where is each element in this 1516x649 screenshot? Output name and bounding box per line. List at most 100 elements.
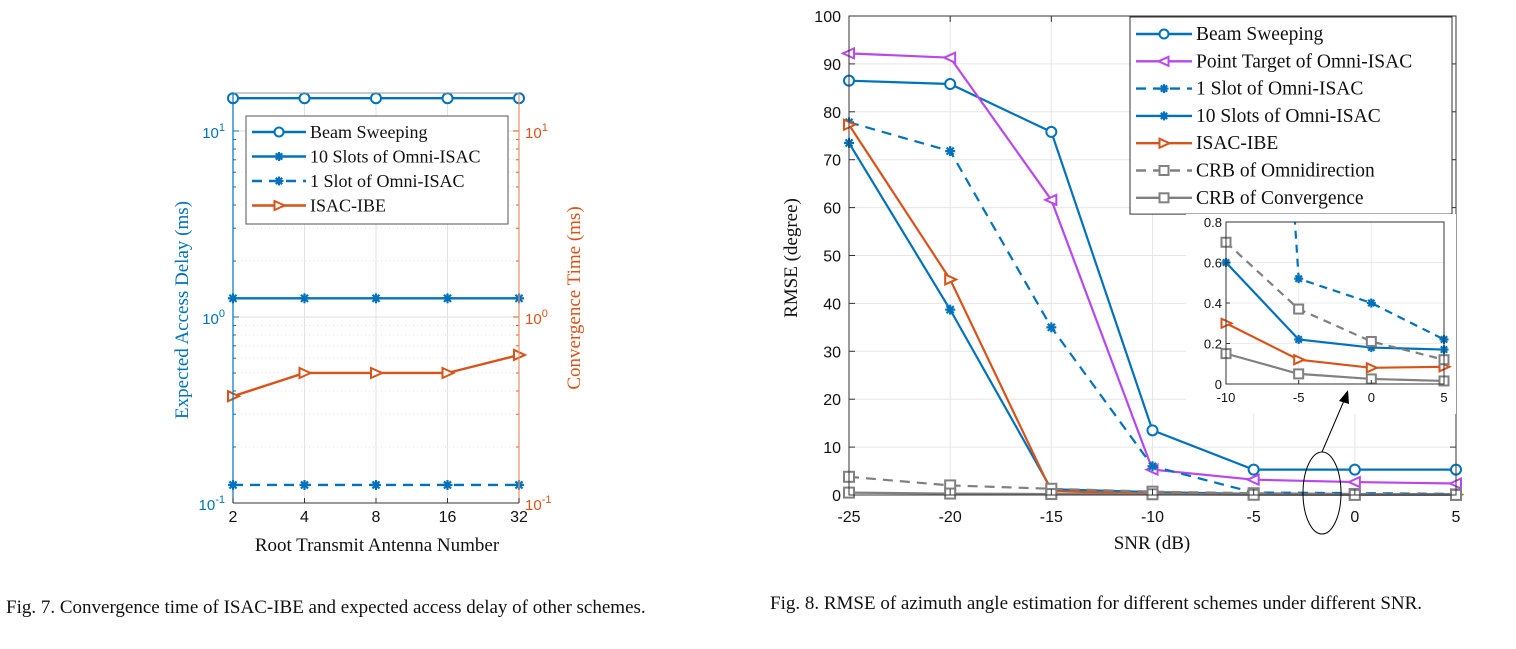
- fig7-ytick-label-left: 10-1: [199, 494, 225, 514]
- legend-marker: [274, 152, 284, 161]
- fig7-data-point: [441, 366, 456, 380]
- fig8-xtick-label: -25: [837, 509, 860, 526]
- fig8-data-point: [945, 146, 956, 157]
- asterisk-stroke: [945, 146, 955, 156]
- fig8-ytick-label: 90: [823, 57, 841, 74]
- asterisk-stroke: [1148, 461, 1157, 471]
- asterisk-stroke: [945, 305, 955, 314]
- inset-series-line: [1225, 241, 1445, 361]
- fig8-ytick-label: 60: [823, 201, 841, 218]
- legend-marker: [1158, 192, 1170, 204]
- fig8-xtick-label: -5: [1247, 509, 1261, 526]
- legend-marker: [1158, 137, 1172, 150]
- fig8-data-point: [1245, 473, 1260, 487]
- legend-label: Beam Sweeping: [1196, 24, 1324, 45]
- legend-marker: [273, 199, 287, 212]
- asterisk-stroke: [300, 294, 309, 303]
- fig7-data-point: [299, 293, 310, 304]
- fig8-data-point: [1346, 475, 1361, 489]
- fig7-data-point: [442, 293, 453, 304]
- asterisk-stroke: [443, 480, 452, 490]
- inset-data-point: [1293, 353, 1307, 366]
- legend-marker: [274, 176, 284, 186]
- legend-label: CRB of Convergence: [1196, 188, 1364, 209]
- fig7-caption: Fig. 7. Convergence time of ISAC-IBE and…: [6, 597, 646, 618]
- inset-series-line: [1225, 261, 1445, 351]
- fig7-legend: Beam Sweeping 10 Slots of Omni-ISAC 1 Slot…: [245, 115, 509, 225]
- zoom-arrow-head: [1339, 390, 1349, 404]
- fig8-ytick-label: 70: [823, 153, 841, 170]
- fig7-ytick-label-left: 100: [202, 308, 225, 328]
- inset-series-line: [1293, 222, 1445, 341]
- fig8-ytick-label: 50: [823, 249, 841, 266]
- fig8-inset: 0 0.2 0.4 0.6 0.8 -10 -5 0 5: [1186, 214, 1456, 414]
- legend-marker: [273, 126, 285, 138]
- fig7-data-point: [299, 479, 310, 490]
- fig8-ylabel: RMSE (degree): [781, 198, 802, 318]
- fig8-xtick-label: 0: [1350, 509, 1359, 526]
- inset-ytick-label: 0.8: [1204, 215, 1222, 230]
- fig8-legend: Beam Sweeping Point Target of Omni-ISAC 1 …: [1129, 16, 1453, 215]
- fig8-xlabel: SNR (dB): [1114, 533, 1191, 554]
- fig7-xlabel: Root Transmit Antenna Number: [255, 535, 500, 556]
- inset-data-point: [1293, 303, 1305, 315]
- asterisk-stroke: [300, 480, 309, 490]
- inset-series-line: [1225, 352, 1445, 383]
- fig8-data-point: [1147, 461, 1158, 472]
- fig7-xtick-label: 4: [300, 509, 309, 526]
- asterisk-stroke: [1294, 274, 1303, 283]
- fig8-data-point: [944, 78, 957, 91]
- asterisk-stroke: [275, 177, 283, 185]
- fig8-xtick-label: 5: [1452, 509, 1461, 526]
- legend-marker: [1158, 165, 1170, 176]
- fig8-xtick-label: -10: [1141, 509, 1164, 526]
- fig8-data-point: [941, 51, 957, 65]
- fig8-data-point: [1146, 424, 1159, 437]
- figure-7-chart: 2 4 8 16 32 101 100 10-1 101 100 10-1 Beam Sweepin…: [172, 92, 585, 556]
- asterisk-stroke: [275, 152, 283, 161]
- fig8-ytick-label: 0: [832, 488, 841, 505]
- inset-xtick-label: 5: [1440, 390, 1447, 405]
- asterisk-stroke: [371, 480, 381, 490]
- legend-label: ISAC-IBE: [1196, 133, 1278, 154]
- inset-data-point: [1294, 274, 1304, 284]
- legend-marker: [1158, 28, 1170, 40]
- fig7-xtick-label: 32: [510, 509, 528, 526]
- inset-data-point: [1294, 334, 1304, 344]
- legend-label: 10 Slots of Omni-ISAC: [1196, 106, 1381, 127]
- fig7-ytick-label-left: 101: [202, 122, 225, 142]
- inset-series-line: [1225, 322, 1445, 369]
- legend-marker: [1156, 55, 1170, 68]
- legend-label: Point Target of Omni-ISAC: [1196, 51, 1412, 72]
- asterisk-stroke: [1294, 335, 1303, 344]
- asterisk-stroke: [1160, 111, 1168, 120]
- inset-ytick-label: 0.2: [1204, 337, 1222, 352]
- fig8-xtick-label: -20: [939, 509, 962, 526]
- fig7-data-point: [371, 293, 381, 304]
- fig7-data-point: [371, 479, 381, 490]
- fig7-xtick-label: 8: [372, 509, 381, 526]
- legend-label: 1 Slot of Omni-ISAC: [1196, 79, 1363, 100]
- fig7-data-point: [442, 479, 453, 490]
- asterisk-stroke: [371, 294, 381, 303]
- fig7-axes: 2 4 8 16 32 101 100 10-1 101 100 10-1: [199, 92, 551, 526]
- fig8-data-point: [1045, 125, 1058, 138]
- inset-ytick-label: 0: [1215, 377, 1222, 392]
- fig8-ytick-label: 100: [814, 9, 841, 26]
- inset-data-point: [1366, 298, 1376, 308]
- asterisk-stroke: [443, 294, 452, 303]
- legend-marker: [1159, 111, 1169, 121]
- asterisk-stroke: [1160, 84, 1168, 93]
- asterisk-stroke: [1367, 299, 1376, 307]
- inset-data-point: [1293, 368, 1305, 380]
- fig7-xtick-label: 2: [229, 509, 238, 526]
- fig8-ytick-label: 40: [823, 296, 841, 313]
- legend-label: Beam Sweeping: [310, 122, 427, 142]
- fig8-data-point: [1046, 322, 1057, 333]
- inset-data-point: [1365, 361, 1380, 374]
- inset-ytick-label: 0.6: [1204, 256, 1222, 271]
- fig7-ylabel-left: Expected Access Delay (ms): [172, 201, 193, 419]
- inset-xtick-label: 0: [1368, 390, 1375, 405]
- fig8-xtick-label: -15: [1040, 509, 1063, 526]
